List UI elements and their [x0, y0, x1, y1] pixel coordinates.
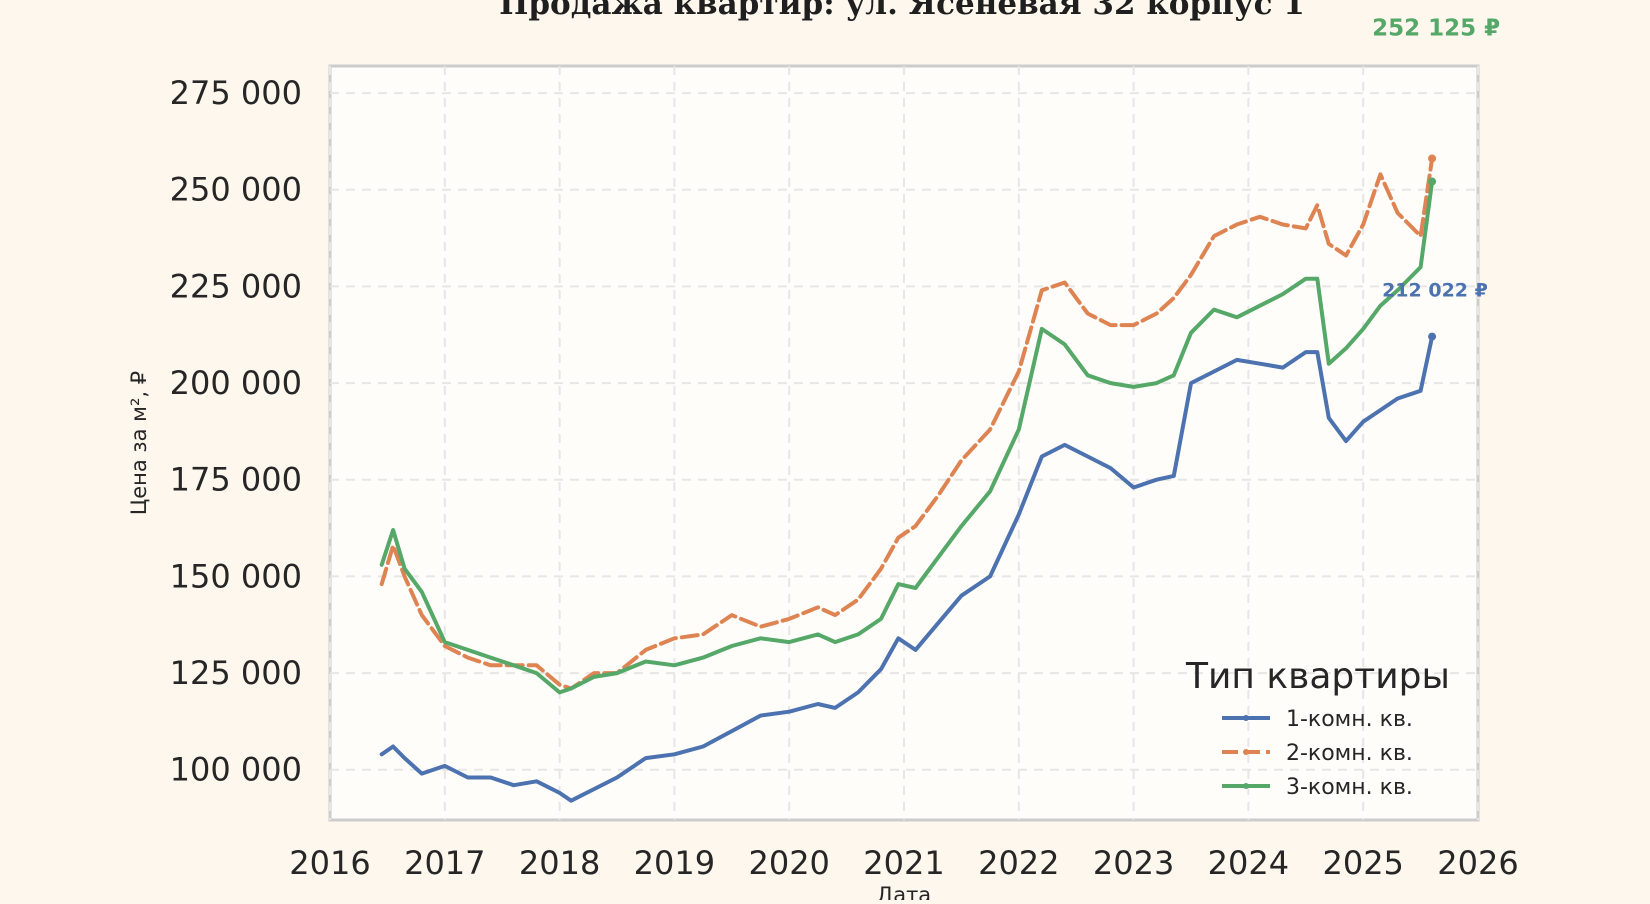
y-tick-label: 225 000 — [170, 267, 302, 305]
end-labels: 212 022 ₽258 081 ₽252 125 ₽ — [1372, 16, 1500, 302]
x-tick-label: 2016 — [289, 844, 370, 882]
legend-label-3: 3-комн. кв. — [1286, 775, 1413, 800]
x-tick-label: 2019 — [634, 844, 715, 882]
x-tick-label: 2018 — [519, 844, 600, 882]
legend: Тип квартиры 1-комн. кв. 2-комн. кв. 3-комн… — [1185, 656, 1450, 800]
legend-marker-1 — [1243, 715, 1249, 721]
y-tick-label: 100 000 — [170, 751, 302, 789]
series-end-point-1 — [1428, 332, 1437, 341]
series-line-1 — [379, 334, 1435, 803]
y-tick-label: 150 000 — [170, 557, 302, 595]
x-axis-label: Дата — [877, 883, 931, 900]
y-tick-label: 250 000 — [170, 171, 302, 209]
y-tick-label: 175 000 — [170, 461, 302, 499]
axes: 2016 2017 2018 2019 2020 2021 2022 2023 2024 2025… — [170, 74, 1519, 882]
legend-marker-3 — [1243, 783, 1249, 789]
y-axis-label: Цена за м², ₽ — [127, 371, 151, 515]
y-tick-label: 125 000 — [170, 654, 302, 692]
y-tick-label: 275 000 — [170, 74, 302, 112]
end-value-label-1: 212 022 ₽ — [1382, 280, 1488, 302]
series-lines — [379, 154, 1437, 803]
x-tick-label: 2023 — [1093, 844, 1174, 882]
x-tick-label: 2024 — [1208, 844, 1289, 882]
end-value-label-3: 252 125 ₽ — [1372, 16, 1500, 42]
x-tick-label: 2026 — [1437, 844, 1518, 882]
series-end-point-2 — [1428, 154, 1437, 163]
legend-label-1: 1-комн. кв. — [1286, 707, 1413, 732]
series-end-point-3 — [1428, 177, 1437, 186]
legend-label-2: 2-комн. кв. — [1286, 741, 1413, 766]
y-tick-label: 200 000 — [170, 364, 302, 402]
series-line-2 — [379, 156, 1435, 691]
grid — [329, 66, 1479, 820]
legend-title: Тип квартиры — [1185, 656, 1450, 697]
x-tick-label: 2021 — [863, 844, 944, 882]
series-line-3 — [379, 179, 1435, 695]
x-tick-label: 2020 — [748, 844, 829, 882]
x-tick-label: 2017 — [404, 844, 485, 882]
chart-title: Продажа квартир: ул. Ясеневая 32 корпус … — [499, 0, 1305, 22]
legend-marker-2 — [1243, 749, 1249, 755]
x-tick-label: 2022 — [978, 844, 1059, 882]
x-tick-label: 2025 — [1322, 844, 1403, 882]
